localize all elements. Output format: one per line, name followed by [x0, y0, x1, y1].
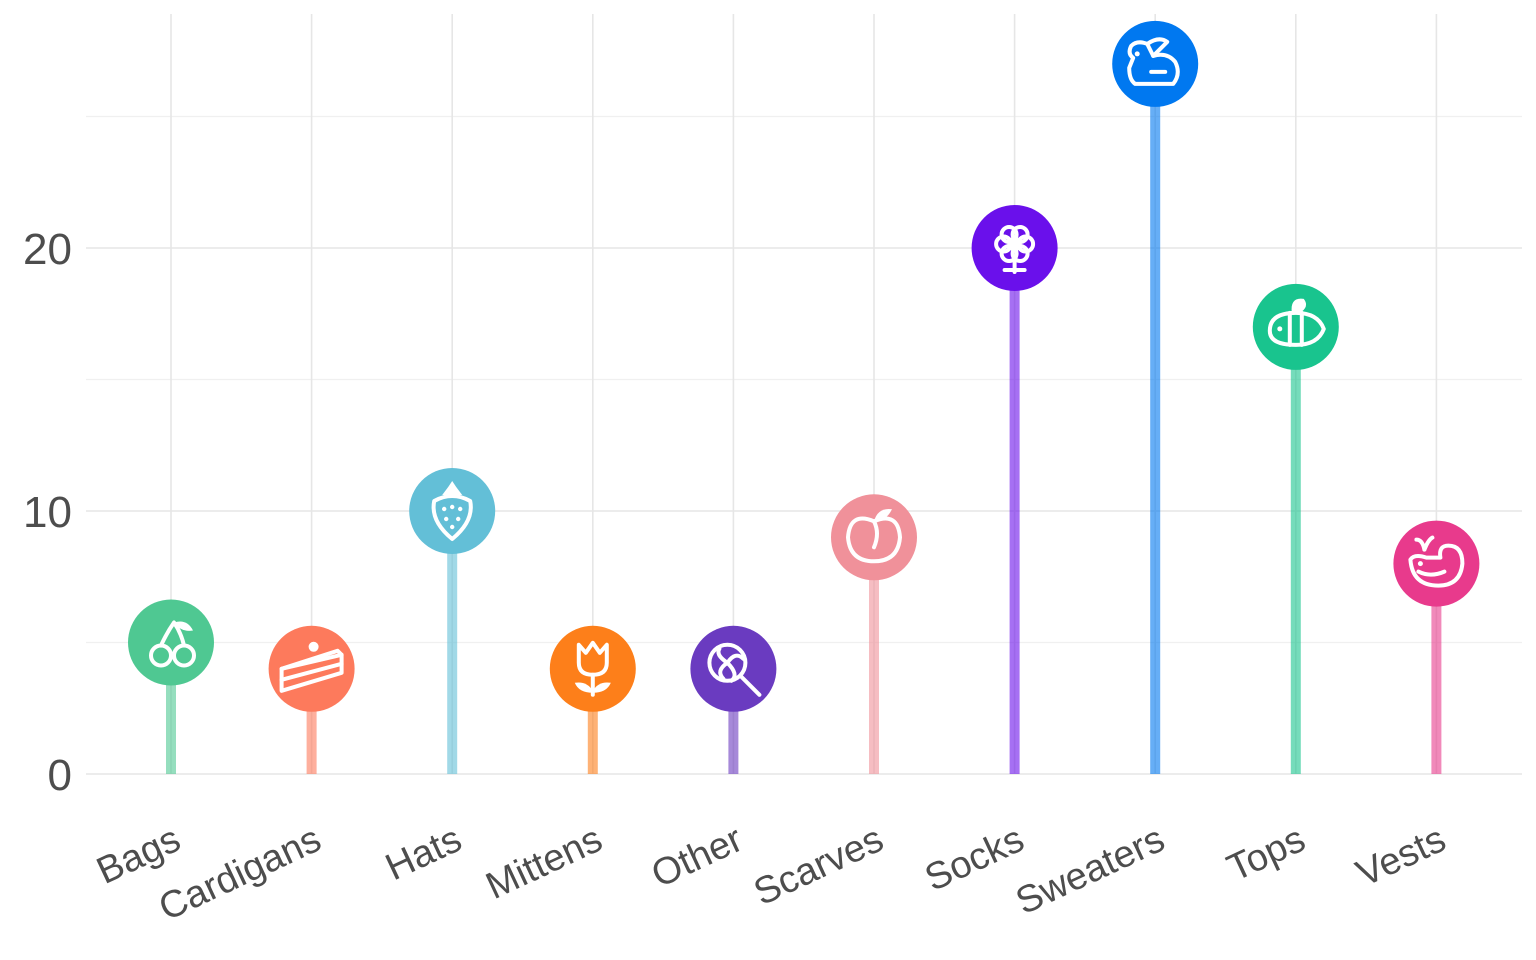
point-vests [1393, 520, 1480, 607]
y-tick-label: 20 [23, 225, 72, 274]
y-tick-label: 10 [23, 488, 72, 537]
lollipop-stems [166, 63, 1442, 774]
y-axis-tick-labels: 0 10 20 [23, 225, 72, 800]
cake-slice-icon [279, 641, 344, 693]
lollipop-head-mittens [549, 625, 636, 712]
x-tick-label-sweaters: Sweaters [1010, 818, 1171, 923]
x-tick-label-cardigans: Cardigans [153, 818, 328, 929]
tulip-icon [574, 640, 611, 697]
point-bags [128, 599, 214, 686]
lollipop-head-cardigans [268, 625, 355, 712]
point-mittens [549, 625, 636, 712]
point-scarves [831, 494, 917, 581]
peach-icon [846, 509, 902, 564]
x-tick-label-vests: Vests [1350, 818, 1452, 895]
point-sweaters [1112, 20, 1199, 107]
x-tick-label-hats: Hats [379, 818, 468, 889]
y-tick-label: 0 [48, 751, 72, 800]
lollipop-icon [707, 642, 762, 697]
lollipop-head-sweaters [1112, 20, 1199, 107]
x-tick-label-other: Other [645, 818, 749, 896]
lollipop-head-tops [1252, 283, 1339, 370]
lollipop-head-vests [1393, 520, 1480, 607]
lollipop-heads [128, 20, 1480, 712]
x-tick-label-tops: Tops [1221, 818, 1312, 890]
cherries-icon [149, 620, 196, 668]
lollipop-head-hats [409, 468, 496, 554]
lollipop-head-other [690, 625, 777, 712]
point-tops [1252, 283, 1339, 370]
flower-icon [994, 224, 1036, 274]
whale-icon [1408, 535, 1465, 588]
rabbit-icon [1127, 37, 1180, 86]
point-hats [409, 468, 496, 554]
lollipop-head-socks [971, 205, 1058, 291]
lollipop-head-bags [128, 599, 214, 686]
x-tick-label-mittens: Mittens [480, 818, 609, 908]
strawberry-icon [431, 481, 473, 541]
lollipop-head-scarves [831, 494, 917, 581]
bee-icon [1267, 298, 1326, 347]
x-tick-label-scarves: Scarves [748, 818, 890, 914]
